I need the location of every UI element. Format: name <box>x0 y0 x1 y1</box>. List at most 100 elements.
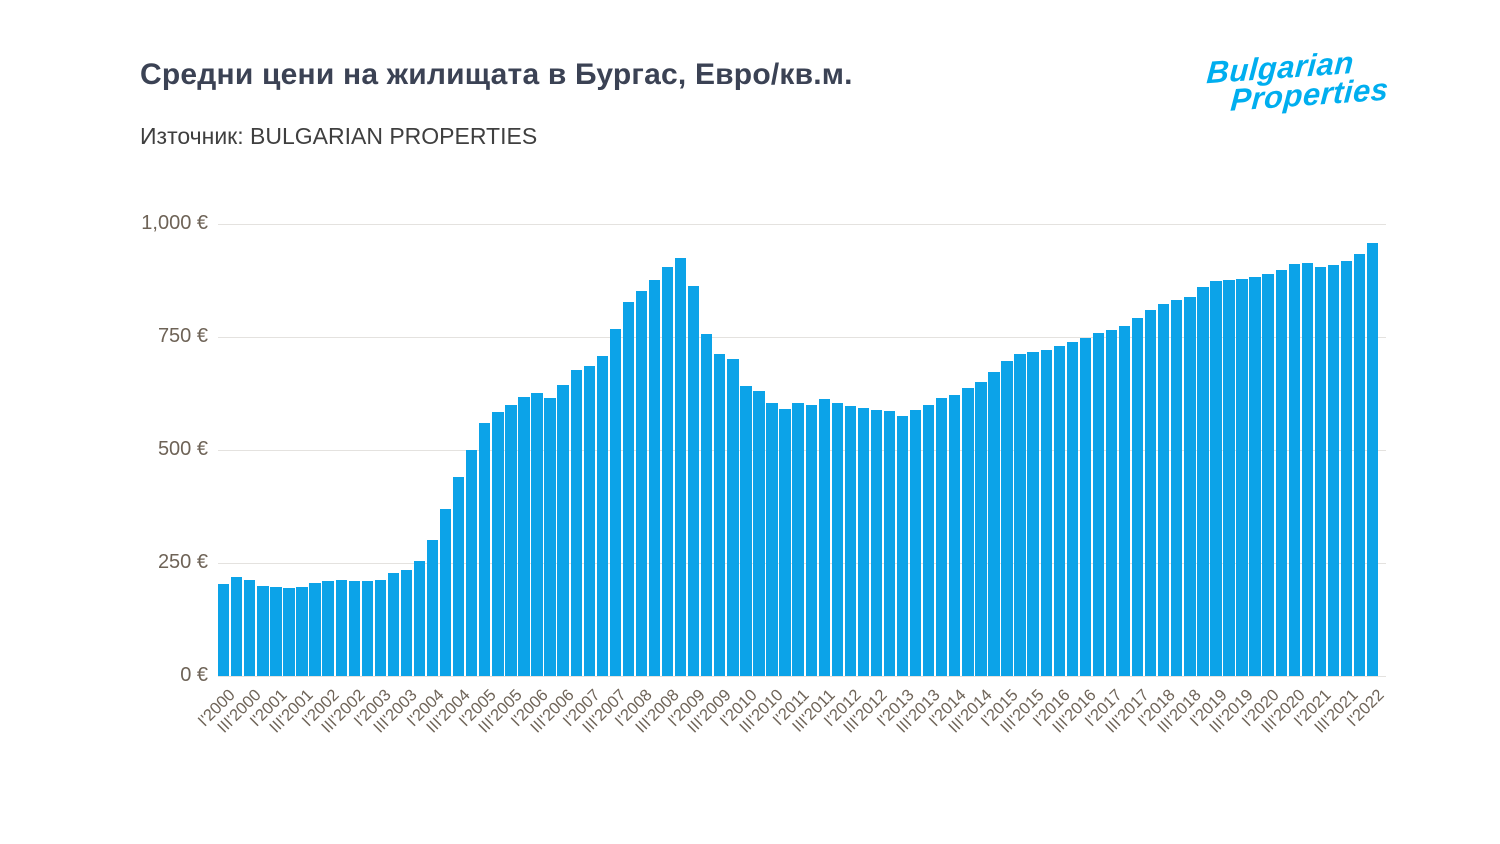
bar-IV'2011 <box>831 403 843 676</box>
bar-I'2008 <box>635 291 648 676</box>
bar-II'2005 <box>492 412 504 676</box>
bar-III'2011 <box>818 399 830 676</box>
bar-II'2010 <box>753 391 765 676</box>
bar-III'2014 <box>975 382 987 676</box>
bar-III'2013 <box>923 405 935 676</box>
y-axis-tick-label: 500 € <box>157 438 208 460</box>
bar-III'2003 <box>400 570 413 676</box>
bar-I'2003 <box>374 580 387 676</box>
bar-I'2013 <box>896 416 909 676</box>
bar-II'2019 <box>1223 280 1235 676</box>
bar-IV'2013 <box>936 398 948 676</box>
bar-IV'2015 <box>1040 350 1052 676</box>
gridline <box>218 336 1386 338</box>
bar-II'2021 <box>1327 265 1340 676</box>
bar-II'2011 <box>805 405 817 676</box>
bar-I'2020 <box>1262 274 1274 676</box>
bar-I'2009 <box>688 286 700 676</box>
bar-IV'2021 <box>1353 254 1366 676</box>
bar-I'2002 <box>322 581 334 676</box>
bar-I'2007 <box>583 366 595 676</box>
y-axis-tick-label: 1,000 € <box>141 212 208 234</box>
bar-IV'2017 <box>1144 310 1157 676</box>
bar-II'2013 <box>909 410 922 676</box>
bar-II'2001 <box>283 588 295 676</box>
bar-IV'2001 <box>309 583 321 676</box>
bar-I'2022 <box>1366 243 1379 676</box>
bar-III'2021 <box>1340 261 1353 676</box>
bar-II'2007 <box>596 356 608 676</box>
bar-I'2011 <box>792 403 804 676</box>
bar-III'2005 <box>505 405 517 676</box>
bar-IV'2016 <box>1092 333 1105 676</box>
bar-IV'2002 <box>361 581 373 676</box>
bar-I'2014 <box>949 395 961 676</box>
bar-III'2008 <box>661 267 674 676</box>
bar-III'2016 <box>1079 338 1092 676</box>
bar-III'2004 <box>453 477 465 676</box>
bar-I'2015 <box>1001 361 1013 676</box>
bar-III'2001 <box>296 587 308 676</box>
chart-source: Източник: BULGARIAN PROPERTIES <box>140 123 538 149</box>
bar-IV'2004 <box>466 450 478 676</box>
bar-I'2006 <box>531 393 543 676</box>
bar-I'2016 <box>1053 346 1065 676</box>
chart-title: Средни цени на жилищата в Бургас, Евро/к… <box>140 58 853 91</box>
bar-I'2001 <box>270 587 282 676</box>
bar-III'2009 <box>714 354 726 676</box>
bar-IV'2000 <box>257 586 269 676</box>
bar-II'2003 <box>387 573 400 676</box>
y-axis-tick-label: 250 € <box>157 551 208 573</box>
bar-III'2007 <box>609 329 622 676</box>
bar-I'2005 <box>479 423 491 676</box>
bar-III'2002 <box>348 581 360 676</box>
bar-I'2010 <box>740 386 752 676</box>
bar-IV'2010 <box>779 409 791 676</box>
bar-II'2014 <box>962 388 974 676</box>
bar-III'2000 <box>244 580 256 676</box>
bar-IV'2014 <box>988 372 1000 676</box>
bar-III'2006 <box>557 385 569 676</box>
gridline <box>218 223 1386 225</box>
bar-II'2017 <box>1118 326 1131 676</box>
bar-I'2018 <box>1158 304 1170 676</box>
bar-III'2017 <box>1131 318 1144 676</box>
bar-IV'2012 <box>883 411 896 676</box>
bar-II'2012 <box>857 408 870 676</box>
bar-II'2016 <box>1066 342 1078 676</box>
bar-III'2018 <box>1184 297 1196 676</box>
bar-III'2012 <box>870 410 883 676</box>
y-axis-tick-label: 0 € <box>180 664 208 686</box>
bar-II'2006 <box>544 398 556 676</box>
bar-II'2009 <box>701 334 713 676</box>
bar-IV'2003 <box>413 561 426 676</box>
bar-III'2019 <box>1236 279 1248 676</box>
bar-II'2020 <box>1275 270 1287 676</box>
bar-I'2017 <box>1105 330 1118 676</box>
bar-I'2012 <box>844 406 857 676</box>
bar-II'2002 <box>335 580 347 676</box>
bar-I'2021 <box>1314 267 1327 676</box>
bar-II'2004 <box>439 509 452 676</box>
bar-I'2004 <box>426 540 439 676</box>
bar-II'2018 <box>1171 300 1183 676</box>
bar-III'2010 <box>766 403 778 676</box>
bar-III'2020 <box>1288 264 1300 676</box>
bar-III'2015 <box>1027 352 1039 676</box>
bar-I'2000 <box>218 584 230 676</box>
bar-IV'2019 <box>1249 277 1261 676</box>
bar-II'2000 <box>231 577 243 676</box>
bar-IV'2006 <box>570 370 582 676</box>
bar-IV'2009 <box>727 359 739 676</box>
y-axis-tick-label: 750 € <box>157 325 208 347</box>
bar-IV'2008 <box>674 258 687 676</box>
bar-IV'2020 <box>1301 263 1313 676</box>
bar-I'2019 <box>1210 281 1222 676</box>
bar-IV'2018 <box>1197 287 1209 676</box>
bar-II'2015 <box>1014 354 1026 676</box>
gridline <box>218 675 1386 677</box>
bar-II'2008 <box>648 280 661 676</box>
bar-IV'2005 <box>518 397 530 676</box>
